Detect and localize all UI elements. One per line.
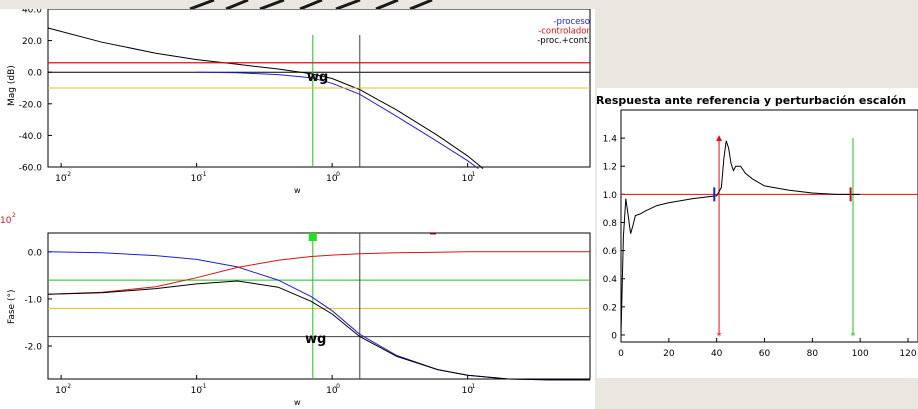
series-line-controlador: [47, 251, 590, 295]
x-tick-label: 10: [191, 174, 203, 184]
x-tick-label: 10: [191, 386, 203, 396]
series-line-proceso: [196, 71, 479, 170]
x-tick-exponent: 0: [336, 383, 340, 390]
x-tick-exponent: -2: [65, 171, 71, 178]
series-line-salida: [620, 140, 861, 336]
y-tick-label: 0.0: [28, 69, 43, 79]
scale-exponent: 2: [12, 212, 16, 219]
legend-entry: -proc.+cont.: [537, 36, 590, 46]
series-line-proccont: [47, 280, 590, 381]
y-tick-label: 1.0: [603, 191, 618, 201]
x-tick-exponent: 1: [472, 383, 476, 390]
y-tick-label: 40.0: [22, 9, 42, 16]
x-tick-label: 10: [55, 386, 67, 396]
x-tick-label: 0: [618, 349, 624, 359]
plot-frame: [620, 109, 918, 343]
x-tick-label: 120: [899, 349, 916, 359]
x-tick-label: 100: [852, 349, 869, 359]
y-tick-label: 0.8: [603, 219, 618, 229]
x-tick-label: 10: [55, 174, 67, 184]
y-tick-label: 0.4: [603, 275, 618, 285]
y-axis-label: Fase (°): [7, 290, 17, 324]
y-tick-label: 0.6: [603, 247, 618, 257]
scale-label: 10: [0, 216, 12, 226]
peak-marker: [716, 135, 723, 142]
step-title: Respuesta ante referencia y perturbación…: [597, 94, 906, 107]
y-tick-label: 20.0: [22, 37, 42, 47]
series-line-proccont: [47, 27, 484, 169]
cropped-header-strip: [0, 0, 918, 9]
legend-entry: -proceso: [553, 17, 590, 27]
x-tick-label: 10: [462, 174, 474, 184]
gain-crossover-annotation: wg: [307, 70, 328, 85]
x-tick-label: 10: [326, 386, 338, 396]
x-tick-label: 10: [326, 174, 338, 184]
y-tick-label: 1.4: [603, 135, 618, 145]
bode-panel: 40.0 20.0 0.0 -20.0 -40.0 -60.0 10 -2 10 -1 10 0 10 1…: [0, 9, 595, 409]
x-tick-label: 10: [462, 386, 474, 396]
x-tick-exponent: 0: [336, 171, 340, 178]
y-axis-label: Mag (dB): [7, 65, 17, 106]
step-response-panel: Respuesta ante referencia y perturbación…: [597, 88, 918, 378]
x-tick-exponent: -1: [201, 383, 207, 390]
y-tick-label: 0.2: [603, 303, 617, 313]
y-tick-label: 0.0: [28, 248, 43, 258]
y-tick-label: -60.0: [19, 164, 43, 174]
legend-entry: -controlador: [538, 27, 590, 37]
x-tick-label: 20: [663, 349, 675, 359]
x-tick-exponent: -2: [65, 383, 71, 390]
y-tick-label: 0: [611, 331, 617, 341]
x-axis-label: w: [294, 398, 301, 407]
x-tick-exponent: 1: [472, 171, 476, 178]
bode-plots: 40.020.00.0-20.0-40.0-60.010-2 10-1 100 101…: [0, 9, 591, 407]
y-tick-label: -20.0: [19, 100, 43, 110]
gain-crossover-annotation: wg: [305, 332, 326, 347]
star-marker: *: [850, 331, 855, 342]
y-tick-label: -1.0: [24, 295, 42, 305]
x-axis-label: w: [294, 186, 301, 195]
y-tick-label: -40.0: [19, 132, 43, 142]
y-tick-label: -2.0: [24, 343, 42, 353]
crossover-marker: [308, 233, 317, 241]
x-tick-label: 80: [807, 349, 819, 359]
star-marker: *: [717, 331, 722, 342]
step-response-plot: Respuesta ante referencia y perturbación…: [597, 94, 918, 359]
x-tick-exponent: -1: [201, 171, 207, 178]
x-tick-label: 40: [711, 349, 723, 359]
x-tick-label: 60: [759, 349, 771, 359]
y-tick-label: 1.2: [603, 163, 617, 173]
